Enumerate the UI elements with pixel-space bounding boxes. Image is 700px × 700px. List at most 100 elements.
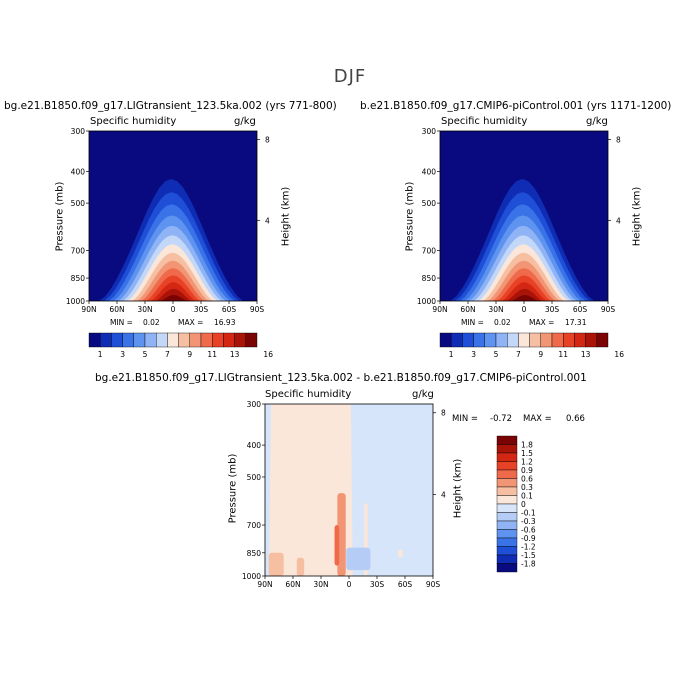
panel3-max-label: MAX =	[523, 414, 552, 424]
panel1-colorbar-swatch	[133, 332, 146, 348]
panel2-xtick-label: 30N	[488, 305, 503, 314]
panel1-xtick-label: 30N	[137, 305, 152, 314]
panel1-colorbar-label: 16	[263, 350, 273, 359]
panel1-ytick-label: 700	[71, 247, 86, 256]
panel2-min-label: MIN =	[461, 318, 484, 327]
panel2-colorbar-swatch	[473, 332, 486, 348]
panel1-ytick-label: 400	[71, 168, 86, 177]
panel2-ytick-label: 700	[422, 247, 437, 256]
panel2-contour-level	[506, 288, 543, 301]
panel3-colorbar-label: -1.5	[521, 551, 536, 560]
panel2-colorbar-swatch	[529, 332, 541, 348]
panel2-case-title: b.e21.B1850.f09_g17.CMIP6-piControl.001 …	[360, 100, 672, 112]
panel1-colorbar-label: 7	[165, 350, 170, 359]
panel1-right-label: Height (km)	[280, 186, 292, 247]
panel2-colorbar-label: 3	[471, 350, 476, 359]
panel3-colorbar-swatch	[496, 435, 518, 445]
panel2-colorbar-swatch	[518, 332, 530, 348]
panel3-colorbar-label: -0.1	[521, 509, 536, 518]
panel3-colorbar-swatch	[496, 486, 518, 496]
panel1-colorbar-label: 13	[230, 350, 240, 359]
panel2-htick-label: 4	[616, 216, 621, 225]
panel1-colorbar-swatch	[245, 332, 258, 348]
panel3-xtick-label: 90S	[426, 580, 441, 589]
panel2-colorbar-swatch	[462, 332, 474, 348]
panel2-min-value: 0.02	[494, 318, 511, 327]
panel1-xtick-label: 90N	[81, 305, 96, 314]
panel2-xtick-label: 90S	[601, 305, 616, 314]
panel3-negative-edge	[265, 404, 271, 576]
panel2-colorbar-label: 9	[538, 350, 543, 359]
panel2-colorbar-label: 7	[516, 350, 521, 359]
panel3-colorbar-swatch	[496, 537, 518, 547]
panel2-colorbar-label: 13	[581, 350, 591, 359]
panel3-htick-label: 8	[441, 409, 446, 418]
panel3-min-value: -0.72	[490, 414, 512, 424]
panel3-colorbar-swatch	[496, 554, 518, 564]
panel3-colorbar-label: -1.8	[521, 560, 536, 569]
panel3-xtick-label: 0	[347, 580, 352, 589]
panel1-contour-level	[159, 295, 188, 301]
panel3-colorbar-label: 0.6	[521, 475, 533, 484]
panel2-colorbar-swatch	[551, 332, 564, 348]
panel1-colorbar-swatch	[234, 332, 247, 348]
panel3-colorbar-label: 0	[521, 500, 526, 509]
panel1-variable-label: Specific humidity	[90, 116, 177, 127]
panel2-colorbar-swatch	[439, 332, 452, 348]
panel3-ytick-label: 400	[247, 441, 262, 450]
panel1-colorbar-label: 5	[143, 350, 148, 359]
panel1-colorbar-swatch	[223, 332, 235, 348]
panel3-htick-label: 4	[441, 490, 446, 499]
panel1-colorbar-swatch	[189, 332, 202, 348]
panel3-colorbar-swatch	[496, 444, 518, 454]
panel3-anomaly-patch	[346, 547, 371, 571]
panel2-htick-label: 8	[616, 136, 621, 145]
panel3-colorbar-swatch	[496, 546, 518, 556]
panel3-xtick-label: 60N	[285, 580, 300, 589]
panel2-units-label: g/kg	[586, 116, 608, 127]
panel3-ytick-label: 300	[247, 400, 262, 409]
panel2-ytick-label: 300	[422, 127, 437, 136]
panel3-colorbar-label: 0.3	[521, 483, 533, 492]
panel2-colorbar-swatch	[495, 332, 508, 348]
panel3-ytick-label: 500	[247, 473, 262, 482]
panel3-anomaly-patch	[398, 549, 403, 558]
panel2-ylabel: Pressure (mb)	[404, 181, 416, 252]
season-title: DJF	[333, 66, 367, 87]
panel1-colorbar-swatch	[99, 332, 112, 348]
panel2-contour-level	[510, 295, 539, 301]
panel2-colorbar-swatch	[574, 332, 586, 348]
panel3-colorbar-label: -0.6	[521, 526, 536, 535]
panel3-min-label: MIN =	[452, 414, 479, 424]
panel1-units-label: g/kg	[234, 116, 256, 127]
panel1-min-label: MIN =	[110, 318, 133, 327]
panel3-colorbar-swatch	[496, 529, 518, 539]
panel1-colorbar-swatch	[211, 332, 224, 348]
panel2-ytick-label: 500	[422, 199, 437, 208]
panel2-right-label: Height (km)	[631, 186, 643, 247]
panel3-ylabel: Pressure (mb)	[227, 453, 239, 524]
panel3-colorbar-swatch	[496, 512, 518, 522]
panel1-ylabel: Pressure (mb)	[54, 181, 66, 252]
panel3-colorbar-swatch	[496, 520, 518, 530]
panel2-variable-label: Specific humidity	[441, 116, 528, 127]
panel3-xtick-label: 60S	[398, 580, 413, 589]
panel1-colorbar-swatch	[111, 332, 123, 348]
panel2-max-label: MAX =	[529, 318, 555, 327]
panel3-case-title: bg.e21.B1850.f09_g17.LIGtransient_123.5k…	[95, 372, 587, 384]
panel1-ytick-label: 1000	[66, 297, 85, 306]
panel1-colorbar-label: 11	[207, 350, 217, 359]
panel2-colorbar-swatch	[540, 332, 553, 348]
panel3-colorbar-swatch	[496, 452, 518, 462]
panel1-xtick-label: 60N	[109, 305, 124, 314]
panel2-ytick-label: 400	[422, 168, 437, 177]
panel1-colorbar-swatch	[167, 332, 179, 348]
panel1-colorbar-swatch	[144, 332, 157, 348]
panel3-colorbar-label: -1.2	[521, 543, 536, 552]
panel1-ytick-label: 300	[71, 127, 86, 136]
panel2-max-value: 17.31	[565, 318, 587, 327]
panel3-colorbar-label: 0.9	[521, 466, 533, 475]
panel3-variable-label: Specific humidity	[265, 389, 352, 400]
panel1-colorbar-swatch	[88, 332, 101, 348]
panel1-htick-label: 4	[265, 216, 270, 225]
